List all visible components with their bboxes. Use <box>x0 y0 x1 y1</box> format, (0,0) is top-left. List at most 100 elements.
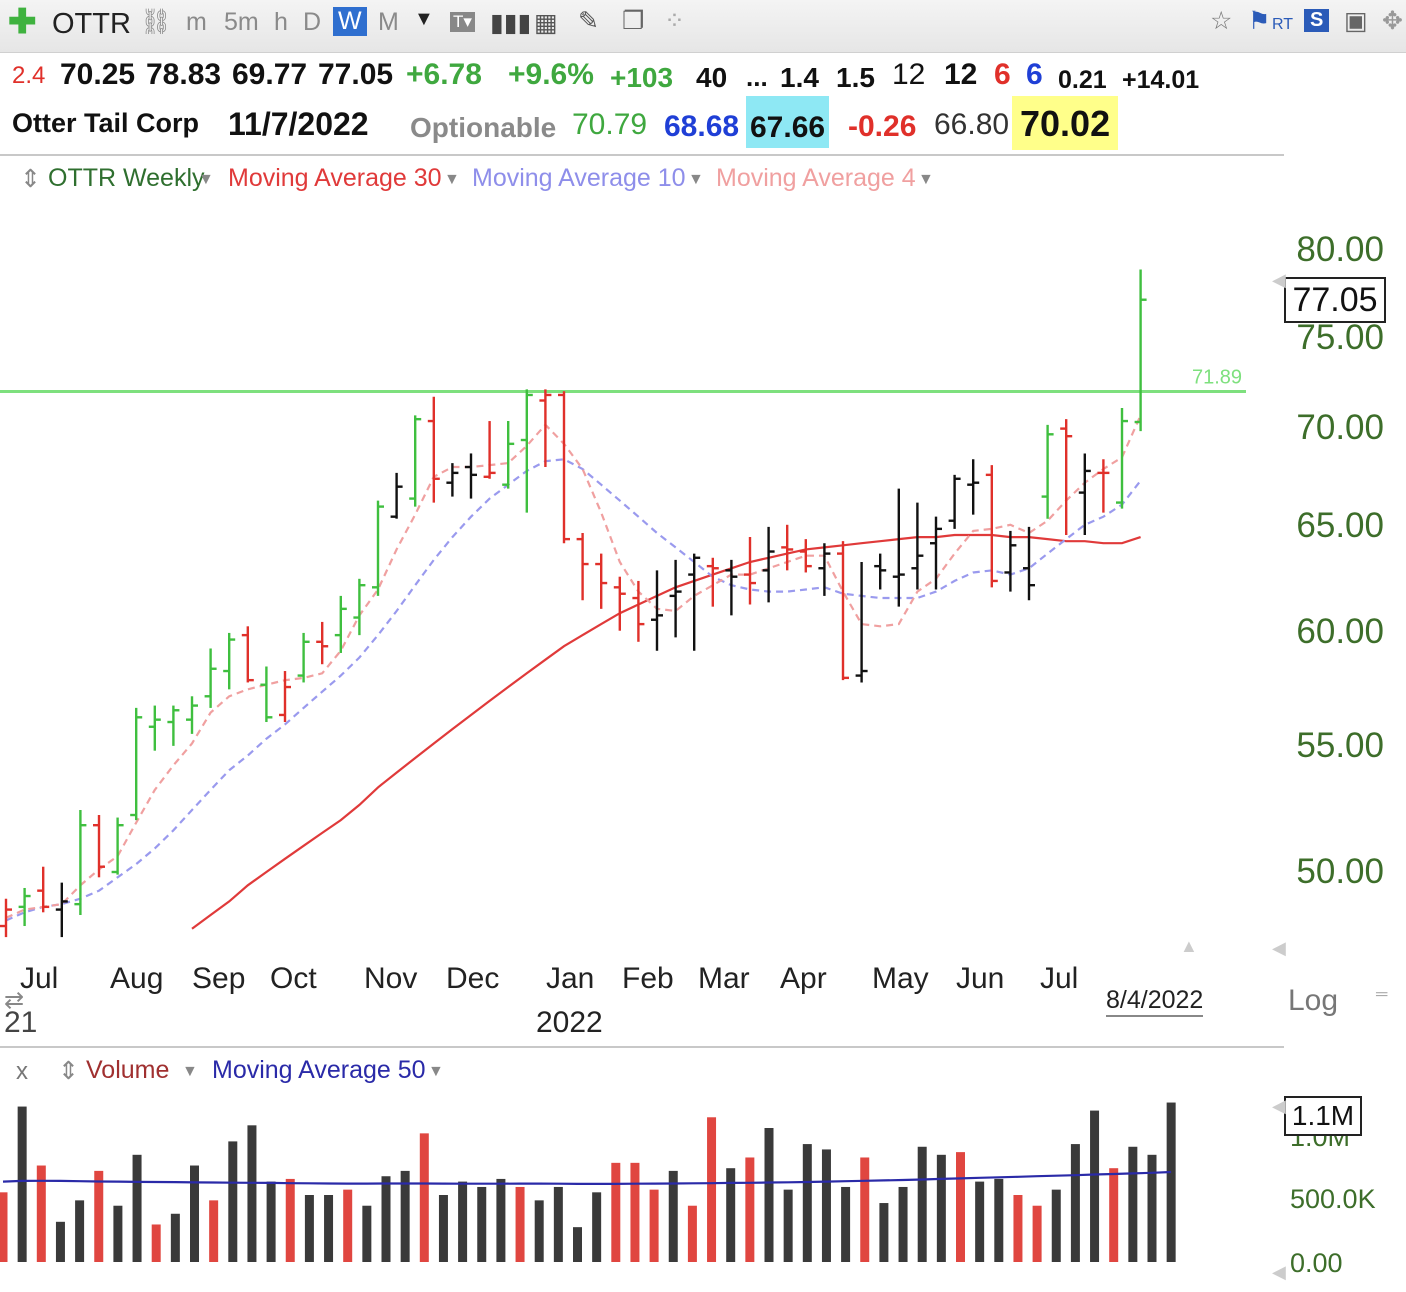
volume-bar <box>381 1176 391 1262</box>
volume-bar <box>668 1170 678 1262</box>
legend-ma30[interactable]: Moving Average 30 <box>228 164 442 192</box>
legend-series[interactable]: OTTR Weekly <box>48 164 205 192</box>
toolbar: ✚ OTTR ⛓ m 5m h D W M ▼ T▾ ▮▮▮ ▦ ✎ ❐ ⁘ ☆… <box>0 0 1406 53</box>
ohlc-bar <box>0 898 12 938</box>
interval-minute[interactable]: m <box>186 8 207 36</box>
price-chart[interactable]: 71.89 <box>0 0 1406 1040</box>
ohlc-bar <box>297 632 310 683</box>
interval-day[interactable]: D <box>303 8 322 36</box>
interval-5min[interactable]: 5m <box>224 8 259 36</box>
legend-ma4[interactable]: Moving Average 4 <box>716 164 916 192</box>
x-tick-mar: Mar <box>698 962 750 995</box>
star-icon[interactable]: ☆ <box>1210 7 1233 35</box>
volume-bar <box>515 1186 525 1262</box>
volume-bar <box>438 1195 448 1262</box>
ohlc-bar <box>1134 269 1147 432</box>
chevron-down-icon[interactable]: ▼ <box>444 171 460 188</box>
ohlc-bar <box>279 671 291 723</box>
scroll-left-icon[interactable]: ◀ <box>1272 938 1286 958</box>
x-tick-apr: Apr <box>780 962 827 995</box>
x-tick-jul: Jul <box>20 962 59 995</box>
share-icon[interactable]: ⁘ <box>664 7 685 35</box>
chevron-down-icon[interactable]: ▼ <box>414 8 434 30</box>
volume-bar <box>1070 1144 1080 1262</box>
volume-bar <box>496 1178 506 1262</box>
interval-month[interactable]: M <box>378 8 399 36</box>
y-tick-65: 65.00 <box>1296 506 1384 545</box>
ohlc-bar <box>55 882 68 938</box>
chevron-down-icon[interactable]: ▼ <box>198 171 214 188</box>
quote-v3: ... <box>746 62 768 92</box>
ohlc-bar <box>837 541 849 681</box>
symbol-label[interactable]: OTTR <box>52 8 131 40</box>
y-tick-80: 80.00 <box>1296 230 1384 269</box>
volume-bar <box>1109 1168 1119 1262</box>
move-icon[interactable]: ✥ <box>1382 7 1403 35</box>
legend-ma10[interactable]: Moving Average 10 <box>472 164 686 192</box>
ohlc-bar <box>1097 459 1110 513</box>
scroll-left-icon[interactable]: ◀ <box>1272 270 1286 290</box>
ohlc-bar <box>1004 530 1017 592</box>
ohlc-bar <box>241 626 254 683</box>
calendar-icon[interactable]: ▦ <box>534 9 558 37</box>
s-button[interactable]: S <box>1304 9 1330 32</box>
add-symbol-icon[interactable]: ✚ <box>8 3 37 41</box>
x-tick-dec: Dec <box>446 962 500 995</box>
volume-bar <box>94 1170 104 1262</box>
volume-bar <box>687 1205 697 1262</box>
quote-p6: 70.02 <box>1012 96 1119 150</box>
last-price-label: 77.05 <box>1284 277 1386 323</box>
x-tick-jan: Jan <box>546 962 595 995</box>
swap-arrows-icon[interactable]: ⇄ <box>4 987 25 1014</box>
ohlc-bar <box>855 561 868 683</box>
chevron-down-icon[interactable]: ▼ <box>918 171 934 188</box>
save-icon[interactable]: ▣ <box>1344 7 1368 35</box>
menu-icon[interactable]: ═ <box>1376 986 1388 1003</box>
volume-bar <box>573 1227 582 1262</box>
ohlc-bar <box>260 666 273 723</box>
legend-drag-icon[interactable]: ⇕ <box>58 1057 79 1085</box>
legend-drag-icon[interactable]: ⇕ <box>20 165 41 193</box>
ohlc-bar <box>892 488 905 607</box>
quote-high: 78.83 <box>146 58 222 91</box>
scroll-left-icon[interactable]: ◀ <box>1272 1096 1286 1116</box>
scroll-left-icon[interactable]: ◀ <box>1272 1262 1286 1282</box>
legend-volume[interactable]: Volume <box>86 1056 170 1084</box>
ohlc-bar <box>465 453 477 499</box>
volume-bar <box>400 1170 410 1262</box>
plot-area <box>0 269 1246 938</box>
ohlc-bar <box>372 500 384 596</box>
copy-icon[interactable]: ❐ <box>622 7 645 35</box>
ohlc-bar <box>688 553 701 651</box>
bar-style-icon[interactable]: ▮▮▮ <box>490 9 532 37</box>
interval-hour[interactable]: h <box>274 8 288 36</box>
chevron-down-icon[interactable]: ▼ <box>182 1063 198 1080</box>
ohlc-bar <box>744 537 756 605</box>
ohlc-bar <box>334 595 347 653</box>
volume-bar <box>132 1154 142 1262</box>
volume-bar <box>630 1162 640 1262</box>
text-tool-icon[interactable]: T▾ <box>450 12 475 32</box>
link-icon[interactable]: ⛓ <box>140 8 172 36</box>
chevron-down-icon[interactable]: ▼ <box>428 1063 444 1080</box>
quote-v2: 40 <box>696 62 728 93</box>
ohlc-bar <box>948 474 961 529</box>
interval-week[interactable]: W <box>333 7 367 36</box>
log-toggle[interactable]: Log <box>1288 984 1339 1017</box>
chevron-down-icon[interactable]: ▼ <box>688 171 704 188</box>
rt-label[interactable]: RT <box>1272 16 1294 33</box>
pencil-icon[interactable]: ✎ <box>578 7 599 35</box>
close-volume-button[interactable]: x <box>16 1058 28 1085</box>
quote-change: +6.78 <box>406 58 482 91</box>
x-tick-aug: Aug <box>110 962 164 995</box>
quote-p4: -0.26 <box>848 110 917 143</box>
flag-icon[interactable]: ⚑ <box>1248 7 1271 35</box>
scroll-up-icon[interactable]: ▲ <box>1180 936 1198 956</box>
volume-bar <box>324 1195 334 1262</box>
y-tick-70: 70.00 <box>1296 408 1384 447</box>
volume-bar <box>209 1200 219 1262</box>
legend-ma50[interactable]: Moving Average 50 <box>212 1056 426 1084</box>
volume-bar <box>266 1181 276 1262</box>
quote-v5: 1.5 <box>836 62 875 93</box>
